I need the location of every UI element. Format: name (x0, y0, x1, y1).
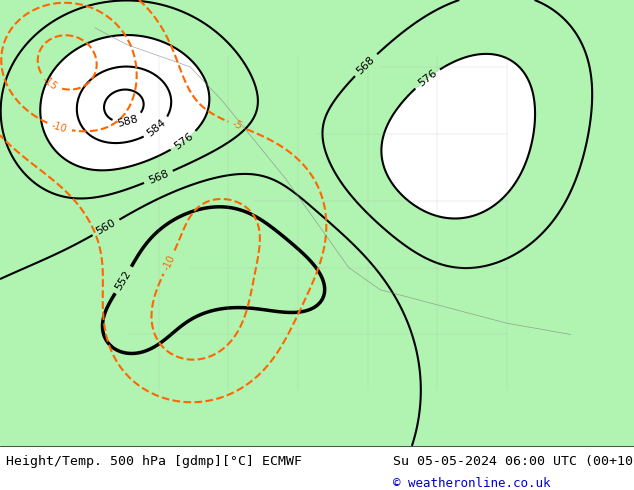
Text: -5: -5 (231, 119, 244, 132)
Text: 560: 560 (94, 218, 118, 237)
Text: Height/Temp. 500 hPa [gdmp][°C] ECMWF: Height/Temp. 500 hPa [gdmp][°C] ECMWF (6, 455, 302, 468)
Text: 568: 568 (355, 54, 377, 76)
Text: -10: -10 (50, 121, 68, 134)
Text: Su 05-05-2024 06:00 UTC (00+102): Su 05-05-2024 06:00 UTC (00+102) (393, 455, 634, 468)
Text: 584: 584 (146, 118, 168, 139)
Text: -15: -15 (41, 74, 59, 92)
Text: 576: 576 (172, 131, 195, 151)
Text: © weatheronline.co.uk: © weatheronline.co.uk (393, 477, 550, 490)
Text: 568: 568 (147, 168, 170, 186)
Text: 588: 588 (116, 114, 139, 128)
Text: 576: 576 (416, 68, 439, 89)
Text: 552: 552 (113, 269, 133, 292)
Text: -10: -10 (161, 253, 177, 271)
